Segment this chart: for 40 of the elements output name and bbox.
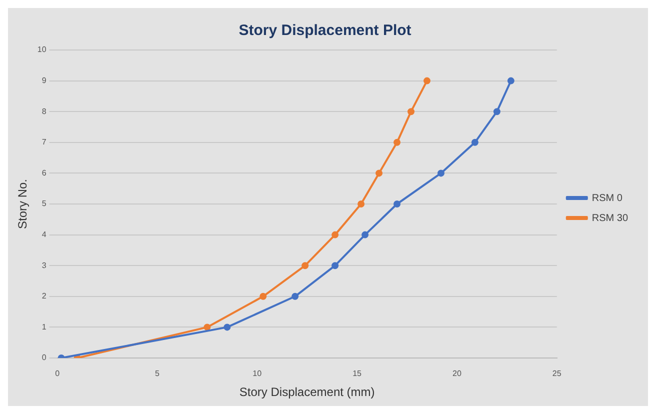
x-tick-label: 15 [352,369,362,378]
y-tick-label: 2 [42,292,47,301]
point [292,292,299,300]
y-tick-label: 3 [42,260,47,270]
y-axis-title: Story No. [16,178,30,230]
point [493,108,500,116]
point [332,262,339,270]
point [204,324,211,331]
y-tick-label: 0 [42,353,47,362]
x-tick-label: 20 [452,369,462,378]
y-tick-label: 1 [42,322,47,332]
point [376,170,383,177]
y-tick-label: 9 [42,76,47,86]
point [408,108,414,116]
legend-label: RSM 30 [592,212,628,224]
y-tick-label: 5 [42,199,47,208]
point [358,200,365,208]
point [437,170,444,177]
y-tick-label: 6 [42,168,47,178]
point [224,324,231,331]
point [302,262,309,270]
y-tick-label: 8 [42,106,47,116]
legend-label: RSM 0 [592,192,623,204]
chart-title: Story Displacement Plot [238,22,412,40]
x-tick-label: 5 [154,369,160,378]
x-axis-title: Story Displacement (mm) [239,385,375,400]
x-tick-label: 0 [55,369,60,378]
point [394,200,401,208]
point [507,77,514,84]
y-tick-label: 7 [42,138,47,147]
point [394,138,401,146]
point [423,77,430,84]
x-tick-label: 25 [552,369,562,378]
point [332,231,339,238]
y-tick-label: 10 [37,45,47,54]
point [362,231,369,238]
y-tick-label: 4 [42,230,47,240]
x-tick-label: 10 [252,369,262,378]
point [471,138,478,146]
point [260,292,267,300]
